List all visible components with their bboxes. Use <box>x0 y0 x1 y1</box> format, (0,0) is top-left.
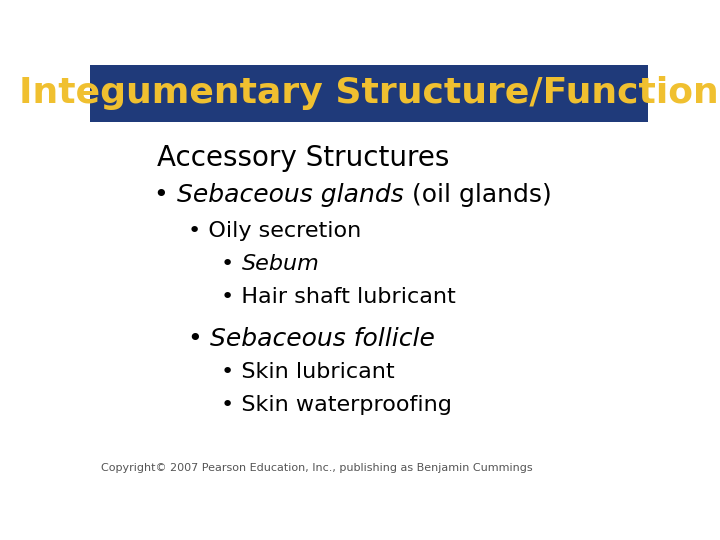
Text: • Oily secretion: • Oily secretion <box>188 221 361 241</box>
Text: Sebaceous glands: Sebaceous glands <box>177 183 404 207</box>
Text: •: • <box>154 183 177 207</box>
Text: • Hair shaft lubricant: • Hair shaft lubricant <box>221 287 456 307</box>
Text: Sebum: Sebum <box>241 254 319 274</box>
Text: • Skin waterproofing: • Skin waterproofing <box>221 395 452 415</box>
Text: Sebaceous follicle: Sebaceous follicle <box>210 327 436 351</box>
Text: (oil glands): (oil glands) <box>404 183 552 207</box>
Text: •: • <box>221 254 241 274</box>
Text: •: • <box>188 327 210 351</box>
Bar <box>90 65 648 122</box>
Text: Integumentary Structure/Function: Integumentary Structure/Function <box>19 77 719 111</box>
Text: Copyright© 2007 Pearson Education, Inc., publishing as Benjamin Cummings: Copyright© 2007 Pearson Education, Inc.,… <box>101 463 533 473</box>
Text: • Skin lubricant: • Skin lubricant <box>221 362 395 382</box>
Text: Accessory Structures: Accessory Structures <box>157 144 449 172</box>
